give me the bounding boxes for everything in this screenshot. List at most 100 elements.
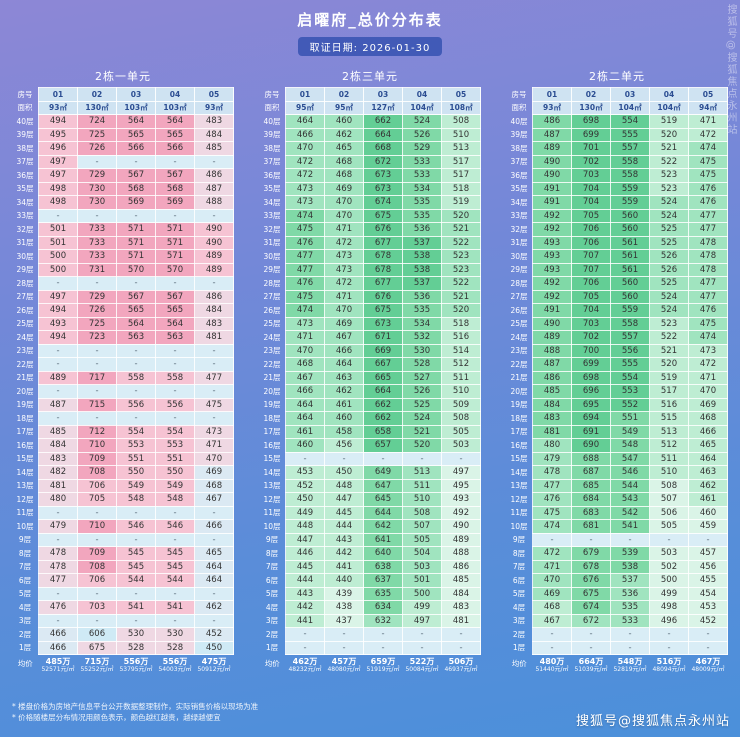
price-cell: 490 [194,235,234,250]
floor-row: 26层 494 726 565 565 484 [12,303,234,318]
floor-row: 34层 473 470 674 535 519 [259,195,481,210]
floor-row: 2层 - - - - - [506,627,728,642]
price-cell: 698 [571,370,611,385]
average-unit-price: 48080元/㎡ [327,666,361,673]
floor-row: 23层 488 700 556 521 473 [506,343,728,358]
price-cell: 503 [649,546,689,561]
header-row-area: 面积 93㎡ 130㎡ 103㎡ 103㎡ 93㎡ [12,100,234,115]
price-cell: 460 [285,438,325,453]
price-cell: 671 [363,330,403,345]
price-cell: 541 [610,519,650,534]
average-unit-price: 50912元/㎡ [197,666,231,673]
price-cell: 500 [649,573,689,588]
floor-label: 25层 [16,319,34,329]
price-cell: 470 [688,384,728,399]
floor-label: 7层 [265,562,279,572]
price-cell: 505 [402,532,442,547]
price-cell: 523 [649,168,689,183]
column-header: 03 [610,87,650,102]
price-cell: 466 [324,343,364,358]
price-cell: 512 [441,357,481,372]
floor-row: 6层 470 676 537 500 455 [506,573,728,588]
price-cell: - [38,586,78,601]
price-cell: 533 [610,613,650,628]
price-cell: 477 [194,370,234,385]
price-cell: 485 [532,384,572,399]
price-cell: 477 [38,573,78,588]
price-cell: 528 [155,640,195,655]
price-cell: 532 [402,330,442,345]
average-unit-price: 55252元/㎡ [80,666,114,673]
price-cell: 494 [38,114,78,129]
average-total-price: 475万 [201,657,227,666]
floor-label: 14层 [263,467,281,477]
floor-label: 40层 [263,116,281,126]
price-cell: 464 [688,451,728,466]
floor-label: 27层 [510,292,528,302]
price-cell: 445 [324,505,364,520]
price-cell: 551 [155,451,195,466]
price-cell: - [116,357,156,372]
price-cell: 673 [363,168,403,183]
price-cell: 492 [532,208,572,223]
price-cell: 632 [363,613,403,628]
price-cell: 567 [116,289,156,304]
price-cell: 517 [649,384,689,399]
price-cell: 647 [363,478,403,493]
price-cell: 506 [649,505,689,520]
price-cell: 474 [532,519,572,534]
footnote-line-2: * 价格随楼层分布情况用颜色表示，颜色越红越贵，越绿越便宜 [12,713,221,722]
price-cell: 497 [38,289,78,304]
price-cell: 709 [77,546,117,561]
price-cell: 492 [532,276,572,291]
floor-row: 29层 477 473 678 538 523 [259,262,481,277]
price-cell: 474 [688,330,728,345]
floor-row: 37层 490 702 558 522 475 [506,154,728,169]
floor-row: 18层 464 460 662 524 508 [259,411,481,426]
price-cell: 533 [402,154,442,169]
price-cell: 547 [610,451,650,466]
floor-label: 31层 [510,238,528,248]
floor-label: 19层 [510,400,528,410]
price-cell: - [77,154,117,169]
floor-row: 33层 474 470 675 535 520 [259,208,481,223]
column-header: 05 [688,87,728,102]
floor-label: 4层 [265,602,279,612]
price-cell: 658 [363,424,403,439]
column-header: 05 [441,87,481,102]
price-cell: 476 [38,600,78,615]
average-label: 均价 [264,659,280,669]
floor-label: 20层 [510,386,528,396]
price-cell: 546 [155,519,195,534]
price-cell: 676 [363,289,403,304]
price-cell: 677 [363,235,403,250]
price-cell: 546 [116,519,156,534]
price-cell: 470 [324,195,364,210]
floor-label: 17层 [263,427,281,437]
watermark-vertical: 搜狐号@搜狐焦点永州站 [725,4,736,136]
price-cell: 452 [194,627,234,642]
price-cell: 461 [324,397,364,412]
price-cell: - [363,640,403,655]
floor-label: 11层 [510,508,528,518]
floor-label: 19层 [16,400,34,410]
price-cell: 483 [441,600,481,615]
price-cell: 484 [194,303,234,318]
floor-row: 32层 501 733 571 571 490 [12,222,234,237]
average-total-price: 556万 [162,657,188,666]
area-header: 95㎡ [324,100,364,115]
price-cell: 507 [402,519,442,534]
corner-label-roomno: 房号 [264,89,280,99]
price-cell: 509 [441,397,481,412]
floor-label: 38层 [16,143,34,153]
price-cell: 554 [610,114,650,129]
price-cell: 645 [363,492,403,507]
price-cell: 683 [571,505,611,520]
price-cell: 548 [116,492,156,507]
price-cell: 477 [532,478,572,493]
price-cell: 498 [38,181,78,196]
price-cell: 544 [116,573,156,588]
price-cell: 450 [285,492,325,507]
price-cell: 457 [688,546,728,561]
price-cell: 476 [688,303,728,318]
